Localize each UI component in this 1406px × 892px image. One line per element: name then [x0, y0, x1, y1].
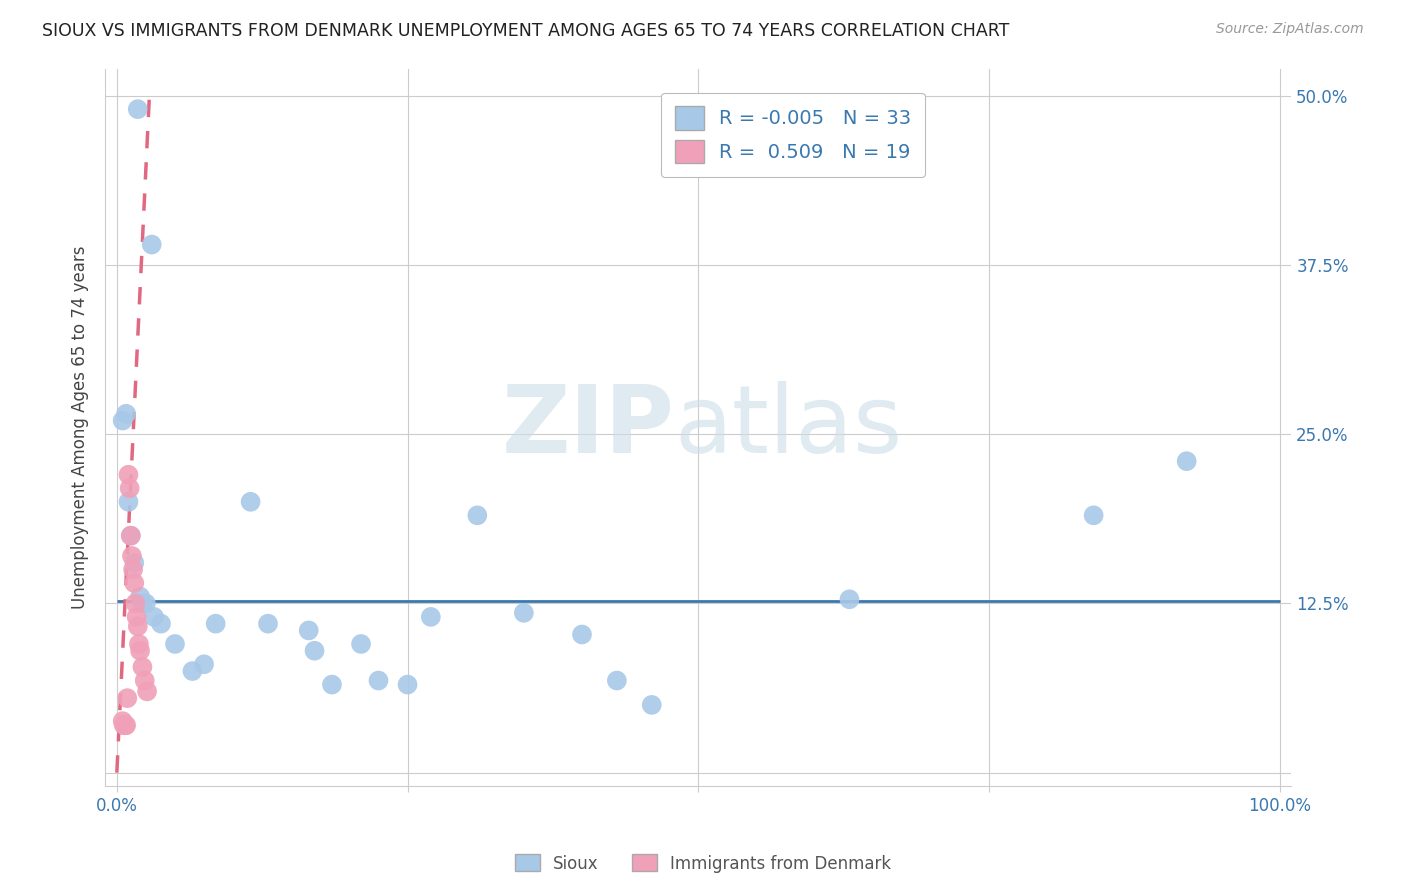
Point [606, 673, 628, 688]
Point [419, 610, 441, 624]
Point [204, 616, 226, 631]
Point [117, 495, 139, 509]
Point [135, 596, 157, 610]
Point [298, 624, 321, 638]
Point [257, 616, 280, 631]
Point [367, 673, 389, 688]
Point [141, 237, 163, 252]
Point [128, 637, 150, 651]
Point [111, 413, 134, 427]
Point [120, 529, 142, 543]
Point [321, 677, 343, 691]
Point [131, 660, 153, 674]
Point [465, 508, 488, 523]
Point [117, 467, 139, 482]
Point [129, 644, 152, 658]
Point [1175, 454, 1198, 468]
Point [115, 718, 138, 732]
Point [129, 590, 152, 604]
Y-axis label: Unemployment Among Ages 65 to 74 years: Unemployment Among Ages 65 to 74 years [72, 245, 89, 609]
Point [111, 714, 134, 728]
Point [641, 698, 664, 712]
Point [1083, 508, 1105, 523]
Text: atlas: atlas [675, 382, 903, 474]
Point [121, 549, 143, 563]
Point [571, 627, 593, 641]
Text: ZIP: ZIP [502, 382, 675, 474]
Point [513, 606, 536, 620]
Point [127, 102, 149, 116]
Text: Source: ZipAtlas.com: Source: ZipAtlas.com [1216, 22, 1364, 37]
Point [131, 596, 153, 610]
Point [124, 576, 146, 591]
Point [396, 677, 419, 691]
Point [136, 684, 159, 698]
Point [304, 644, 326, 658]
Point [838, 592, 860, 607]
Point [350, 637, 373, 651]
Point [124, 556, 146, 570]
Point [114, 718, 136, 732]
Point [134, 673, 156, 688]
Point [125, 610, 148, 624]
Point [239, 495, 262, 509]
Point [150, 616, 173, 631]
Point [124, 596, 146, 610]
Point [117, 691, 139, 706]
Point [122, 562, 145, 576]
Point [163, 637, 186, 651]
Text: SIOUX VS IMMIGRANTS FROM DENMARK UNEMPLOYMENT AMONG AGES 65 TO 74 YEARS CORRELAT: SIOUX VS IMMIGRANTS FROM DENMARK UNEMPLO… [42, 22, 1010, 40]
Point [193, 657, 215, 672]
Point [115, 407, 138, 421]
Legend: Sioux, Immigrants from Denmark: Sioux, Immigrants from Denmark [508, 847, 898, 880]
Point [120, 529, 142, 543]
Point [181, 664, 204, 678]
Legend: R = -0.005   N = 33, R =  0.509   N = 19: R = -0.005 N = 33, R = 0.509 N = 19 [661, 93, 925, 177]
Point [143, 610, 166, 624]
Point [127, 619, 149, 633]
Point [112, 718, 135, 732]
Point [118, 481, 141, 495]
